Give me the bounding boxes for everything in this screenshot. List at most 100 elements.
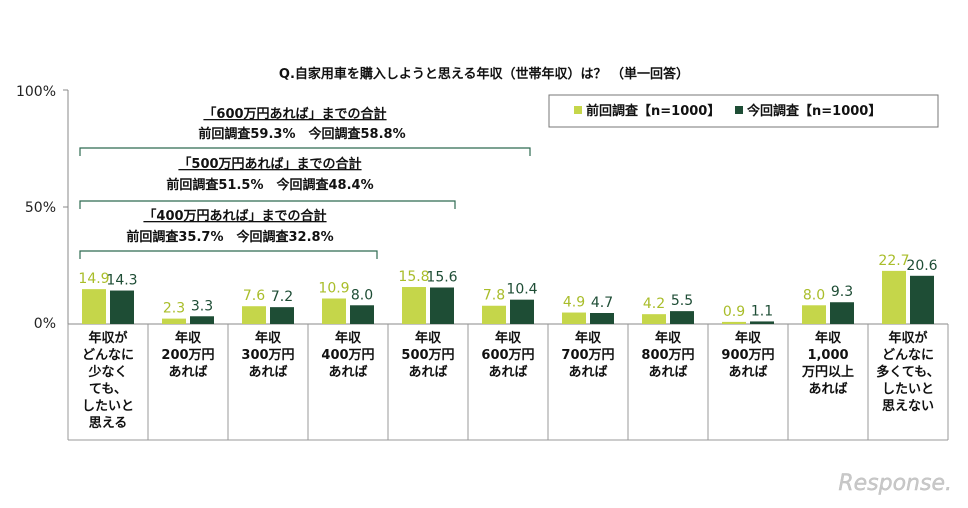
bar-current-2 — [270, 307, 294, 324]
data-label-current-3: 8.0 — [351, 287, 373, 303]
data-label-previous-9: 8.0 — [803, 287, 825, 303]
data-label-previous-7: 4.2 — [643, 296, 665, 312]
data-label-previous-5: 7.8 — [483, 288, 505, 304]
category-label-6-line-2: あれば — [568, 365, 607, 380]
category-label-6: 年収 700万円あれば — [561, 330, 614, 380]
annotation-400-title: 「400万円あれば」までの合計 — [143, 208, 326, 224]
data-label-previous-3: 10.9 — [318, 280, 349, 296]
category-label-8-line-1: 900万円 — [721, 348, 774, 363]
data-label-current-10: 20.6 — [906, 258, 937, 274]
category-label-9: 年収 1,000 万円以上あれば — [801, 330, 854, 397]
bar-previous-4 — [402, 287, 426, 324]
bar-previous-2 — [242, 306, 266, 324]
category-label-10-line-3: したいと — [882, 382, 934, 397]
annotation-600: 「600万円あれば」までの合計 前回調査59.3% 今回調査58.8% — [79, 106, 531, 156]
y-tick-label-50: 50% — [25, 200, 56, 216]
bar-previous-1 — [162, 318, 186, 324]
category-label-4-line-1: 500万円 — [401, 348, 454, 363]
category-label-7: 年収 800万円あれば — [641, 330, 694, 380]
category-label-1-line-2: あれば — [168, 365, 207, 380]
category-label-10-line-1: どんなに — [882, 348, 934, 363]
category-label-5-line-1: 600万円 — [481, 348, 534, 363]
category-label-4-line-0: 年収 — [415, 330, 442, 346]
data-label-previous-8: 0.9 — [723, 304, 745, 320]
category-label-8-line-0: 年収 — [735, 330, 762, 346]
annotation-600-values: 前回調査59.3% 今回調査58.8% — [198, 126, 405, 142]
annotation-500-values: 前回調査51.5% 今回調査48.4% — [166, 177, 373, 193]
category-label-5-line-0: 年収 — [495, 330, 522, 346]
category-label-10-line-2: 多くても、 — [876, 364, 940, 380]
category-label-0-line-0: 年収が — [88, 330, 127, 346]
category-label-4-line-2: あれば — [408, 365, 447, 380]
watermark: Response. — [838, 471, 952, 496]
category-label-0-line-4: したいと — [82, 399, 134, 414]
data-label-current-6: 4.7 — [591, 295, 613, 311]
bar-previous-0 — [82, 289, 106, 324]
category-label-10-line-0: 年収が — [888, 330, 927, 346]
annotation-400-values: 前回調査35.7% 今回調査32.8% — [126, 229, 333, 245]
bar-previous-6 — [562, 312, 586, 324]
category-label-9-line-1: 1,000 — [807, 348, 848, 363]
annotation-500-title: 「500万円あれば」までの合計 — [178, 156, 361, 172]
legend-label-previous: 前回調査【n=1000】 — [586, 103, 720, 119]
bars-layer: 14.914.32.3 3.37.6 7.210.9 8.015.815.67.8 10… — [78, 253, 938, 324]
category-label-10-line-4: 思えない — [882, 399, 934, 414]
bar-current-6 — [590, 313, 614, 324]
legend-label-current: 今回調査【n=1000】 — [746, 103, 881, 119]
category-label-7-line-1: 800万円 — [641, 348, 694, 363]
bar-previous-3 — [322, 298, 346, 324]
bar-current-3 — [350, 305, 374, 324]
legend-box — [548, 94, 939, 128]
bar-previous-10 — [882, 270, 906, 324]
category-label-8: 年収 900万円あれば — [721, 330, 774, 380]
category-label-0: 年収がどんなに少なくても、したいと思える — [82, 330, 134, 431]
category-label-10: 年収がどんなに多くても、したいと思えない — [876, 330, 940, 414]
annotation-500-bracket — [79, 200, 456, 209]
legend: 前回調査【n=1000】 今回調査【n=1000】 — [548, 94, 939, 128]
bar-current-0 — [110, 290, 134, 324]
chart-title: Q.自家用車を購入しようと思える年収（世帯年収）は？ （単一回答） — [279, 66, 689, 82]
category-label-9-line-2: 万円以上 — [801, 365, 854, 380]
category-label-0-line-5: 思える — [89, 416, 128, 431]
category-label-3-line-0: 年収 — [335, 330, 362, 346]
category-label-4: 年収 500万円あれば — [401, 330, 454, 380]
legend-swatch-current — [735, 106, 743, 114]
data-label-previous-10: 22.7 — [878, 253, 909, 269]
data-label-previous-0: 14.9 — [78, 271, 109, 287]
data-label-current-5: 10.4 — [506, 282, 537, 298]
bar-current-8 — [750, 321, 774, 324]
category-label-5: 年収 600万円あれば — [481, 330, 534, 380]
category-label-6-line-1: 700万円 — [561, 348, 614, 363]
annotation-500: 「500万円あれば」までの合計 前回調査51.5% 今回調査48.4% — [79, 156, 456, 209]
category-label-8-line-2: あれば — [728, 365, 767, 380]
bar-previous-8 — [722, 321, 746, 324]
bar-current-1 — [190, 316, 214, 324]
category-label-2-line-2: あれば — [248, 365, 287, 380]
category-label-1-line-1: 200万円 — [161, 348, 214, 363]
category-label-2-line-0: 年収 — [255, 330, 282, 346]
category-label-9-line-3: あれば — [808, 382, 847, 397]
annotation-600-title: 「600万円あれば」までの合計 — [203, 106, 386, 122]
bar-current-10 — [910, 275, 934, 324]
category-label-3-line-2: あれば — [328, 365, 367, 380]
bar-current-7 — [670, 311, 694, 324]
y-tick-label-0: 0% — [34, 316, 56, 332]
data-label-current-0: 14.3 — [106, 273, 137, 289]
category-label-0-line-1: どんなに — [82, 348, 134, 363]
annotation-400-bracket — [79, 250, 378, 259]
data-label-previous-2: 7.6 — [243, 288, 265, 304]
y-tick-label-100: 100% — [16, 84, 56, 100]
data-label-current-4: 15.6 — [426, 269, 457, 285]
data-label-current-8: 1.1 — [751, 303, 773, 319]
category-label-2: 年収 300万円あれば — [241, 330, 294, 380]
data-label-previous-4: 15.8 — [398, 269, 429, 285]
bar-current-4 — [430, 287, 454, 324]
data-label-current-7: 5.5 — [671, 293, 693, 309]
data-label-current-2: 7.2 — [271, 289, 293, 305]
category-label-2-line-1: 300万円 — [241, 348, 294, 363]
category-label-7-line-2: あれば — [648, 365, 687, 380]
annotation-400: 「400万円あれば」までの合計 前回調査35.7% 今回調査32.8% — [79, 208, 378, 259]
